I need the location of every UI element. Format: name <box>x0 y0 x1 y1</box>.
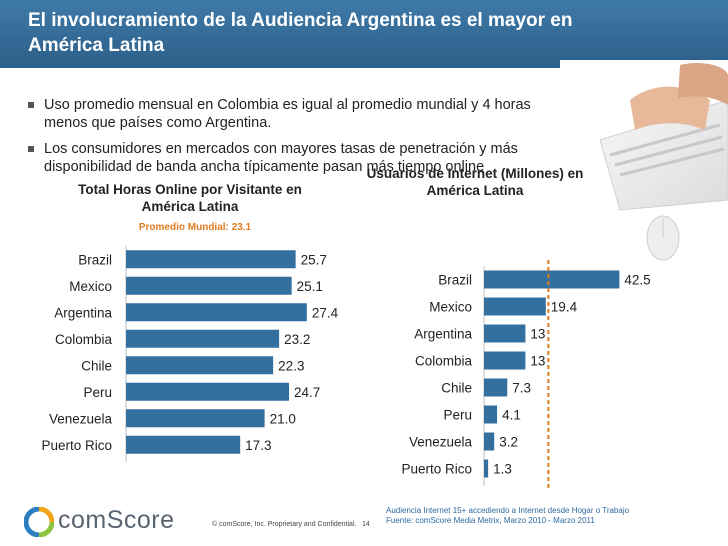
bar-chile <box>126 356 274 375</box>
bar-brazil <box>484 270 620 289</box>
value-label: 7.3 <box>512 381 531 396</box>
category-label: Argentina <box>414 327 472 342</box>
bar-peru <box>126 382 290 401</box>
chart-users-title: Usuarios de Internet (Millones) en Améri… <box>366 166 584 198</box>
value-label: 19.4 <box>551 300 578 315</box>
value-label: 4.1 <box>502 408 521 423</box>
category-label: Peru <box>83 385 112 400</box>
value-label: 25.7 <box>301 252 327 267</box>
category-label: Argentina <box>54 305 112 320</box>
category-label: Puerto Rico <box>401 462 472 477</box>
value-label: 42.5 <box>624 273 650 288</box>
category-label: Colombia <box>415 354 473 369</box>
category-label: Mexico <box>69 279 112 294</box>
category-label: Puerto Rico <box>41 438 112 453</box>
value-label: 27.4 <box>312 305 339 320</box>
value-label: 24.7 <box>294 385 320 400</box>
category-label: Brazil <box>438 273 472 288</box>
bullet-item: Uso promedio mensual en Colombia es igua… <box>22 96 542 132</box>
bar-venezuela <box>484 432 495 451</box>
bar-chile <box>484 378 508 397</box>
value-label: 3.2 <box>499 435 518 450</box>
page-number: 14 <box>362 521 370 528</box>
bar-puerto-rico <box>484 459 489 478</box>
category-label: Chile <box>441 381 472 396</box>
bar-peru <box>484 405 498 424</box>
laptop-hands-photo <box>560 60 728 280</box>
chart-hours-subtitle: Promedio Mundial: 23.1 <box>138 222 252 233</box>
value-label: 13 <box>530 327 545 342</box>
category-label: Chile <box>81 358 112 373</box>
chart-hours-title: Total Horas Online por Visitante en Amér… <box>78 182 302 214</box>
source-line: Audiencia Internet 15+ accediendo a Inte… <box>386 506 630 515</box>
bullet-list: Uso promedio mensual en Colombia es igua… <box>22 96 542 184</box>
source-notes: Audiencia Internet 15+ accediendo a Inte… <box>386 506 629 526</box>
comscore-logo-icon <box>24 507 54 537</box>
category-label: Colombia <box>55 332 113 347</box>
category-label: Mexico <box>429 300 472 315</box>
source-line: Fuente: comScore Media Metrix, Marzo 201… <box>386 516 595 525</box>
category-label: Venezuela <box>49 411 113 426</box>
title-bar: El involucramiento de la Audiencia Argen… <box>0 0 728 68</box>
bar-puerto-rico <box>126 435 241 454</box>
bar-mexico <box>126 276 292 295</box>
bar-venezuela <box>126 409 265 428</box>
value-label: 13 <box>530 354 545 369</box>
bar-brazil <box>126 250 296 269</box>
copyright-text: © comScore, Inc. Proprietary and Confide… <box>212 521 357 528</box>
value-label: 25.1 <box>297 279 323 294</box>
value-label: 17.3 <box>245 438 271 453</box>
category-label: Peru <box>443 408 472 423</box>
value-label: 1.3 <box>493 462 512 477</box>
slide-title: El involucramiento de la Audiencia Argen… <box>28 10 573 56</box>
bar-colombia <box>484 351 526 370</box>
bar-argentina <box>484 324 526 343</box>
bullet-item: Los consumidores en mercados con mayores… <box>22 140 542 176</box>
category-label: Venezuela <box>409 435 473 450</box>
bar-colombia <box>126 329 280 348</box>
value-label: 23.2 <box>284 332 310 347</box>
category-label: Brazil <box>78 252 112 267</box>
value-label: 22.3 <box>278 358 304 373</box>
comscore-logo-text: comScore <box>58 506 175 534</box>
bar-mexico <box>484 297 546 316</box>
bar-argentina <box>126 303 307 322</box>
value-label: 21.0 <box>270 411 296 426</box>
